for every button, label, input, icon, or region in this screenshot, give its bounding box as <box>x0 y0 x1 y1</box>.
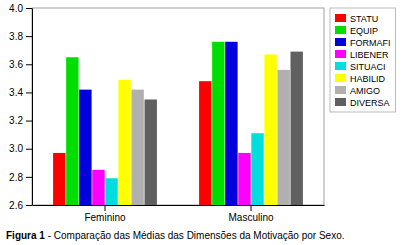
bar <box>131 90 143 205</box>
legend-swatch <box>335 62 346 70</box>
legend-swatch <box>335 74 346 82</box>
bar-series <box>92 153 250 205</box>
bar-series <box>79 42 237 205</box>
bar <box>199 81 211 205</box>
y-tick-label: 3.4 <box>9 87 23 98</box>
bar <box>291 52 303 205</box>
legend-label: HABILID <box>350 74 386 84</box>
bar <box>264 54 276 205</box>
caption-part: Figura 1 <box>6 230 45 241</box>
legend-swatch <box>335 26 346 34</box>
bar <box>238 153 250 205</box>
bar <box>277 70 289 205</box>
x-axis: Feminino Masculino <box>33 205 325 223</box>
bar <box>79 90 91 205</box>
legend-item: FORMAFI <box>335 38 391 48</box>
bar-series <box>145 52 303 205</box>
chart: 2.6 2.8 3.0 3.2 3.4 3.6 3.8 4.0 Feminino Masculin… <box>0 0 408 245</box>
bar <box>251 133 263 205</box>
bar <box>118 80 130 205</box>
x-tick-label: Feminino <box>84 212 126 223</box>
bar-series <box>66 42 224 205</box>
y-tick: 3.0 <box>9 143 32 154</box>
y-tick-label: 3.0 <box>9 143 23 154</box>
y-tick-line <box>26 149 32 150</box>
y-tick: 3.4 <box>9 87 32 98</box>
legend-label: FORMAFI <box>350 38 391 48</box>
y-tick-line <box>26 36 32 37</box>
y-tick-label: 2.6 <box>9 200 23 211</box>
y-tick-label: 3.6 <box>9 59 23 70</box>
plot: 2.6 2.8 3.0 3.2 3.4 3.6 3.8 4.0 Feminino Masculin… <box>9 3 324 245</box>
y-tick: 3.2 <box>9 115 32 126</box>
y-tick: 3.8 <box>9 31 32 42</box>
y-tick: 3.6 <box>9 59 32 70</box>
legend-item: EQUIP <box>335 26 378 36</box>
y-axis-line <box>32 9 33 206</box>
legend-label: LIBENER <box>350 50 389 60</box>
caption: Figura 1 - Comparação das Médias das Dim… <box>6 230 345 241</box>
legend-item: LIBENER <box>335 50 389 60</box>
bar <box>145 99 157 205</box>
legend-swatch <box>335 38 346 46</box>
legend-label: SITUACI <box>350 62 386 72</box>
y-tick-label: 2.8 <box>9 172 23 183</box>
x-tick-line <box>251 205 252 211</box>
y-tick: 2.8 <box>9 172 32 183</box>
bar <box>53 153 65 205</box>
y-tick-line <box>26 92 32 93</box>
bar <box>66 57 78 205</box>
bar <box>225 42 237 205</box>
bar-series <box>118 54 276 205</box>
y-tick-line <box>26 205 32 206</box>
y-axis: 2.6 2.8 3.0 3.2 3.4 3.6 3.8 4.0 <box>9 3 32 211</box>
bar <box>92 170 104 205</box>
bar <box>212 42 224 205</box>
x-axis-line <box>33 205 325 206</box>
legend-label: STATU <box>350 14 378 24</box>
legend-item: STATU <box>335 14 378 24</box>
y-tick-line <box>26 8 32 9</box>
bars <box>53 42 303 205</box>
y-tick: 4.0 <box>9 3 32 14</box>
legend-label: AMIGO <box>350 86 380 96</box>
y-tick-label: 3.8 <box>9 31 23 42</box>
legend-swatch <box>335 50 346 58</box>
legend-swatch <box>335 14 346 22</box>
x-tick: Masculino <box>228 205 273 223</box>
legend-item: HABILID <box>335 74 386 84</box>
legend-item: SITUACI <box>335 62 386 72</box>
legend-item: DIVERSA <box>335 98 390 108</box>
y-tick-line <box>26 64 32 65</box>
legend-frame <box>330 8 396 112</box>
x-tick-line <box>105 205 106 211</box>
y-tick: 2.6 <box>9 200 32 211</box>
bar-series <box>131 70 289 205</box>
legend-swatch <box>335 98 346 106</box>
y-tick-label: 3.2 <box>9 115 23 126</box>
legend-label: EQUIP <box>350 26 378 36</box>
legend-swatch <box>335 86 346 94</box>
caption-part: - Comparação das Médias das Dimensões da… <box>45 230 345 241</box>
y-tick-line <box>26 177 32 178</box>
y-tick-line <box>26 121 32 122</box>
legend-item: AMIGO <box>335 86 380 96</box>
legend: STATU EQUIP FORMAFI LIBENER SITUACI HABILID AM… <box>330 8 396 112</box>
x-tick: Feminino <box>84 205 126 223</box>
x-tick-label: Masculino <box>228 212 273 223</box>
bar <box>105 178 117 205</box>
legend-label: DIVERSA <box>350 98 390 108</box>
y-tick-label: 4.0 <box>9 3 23 14</box>
